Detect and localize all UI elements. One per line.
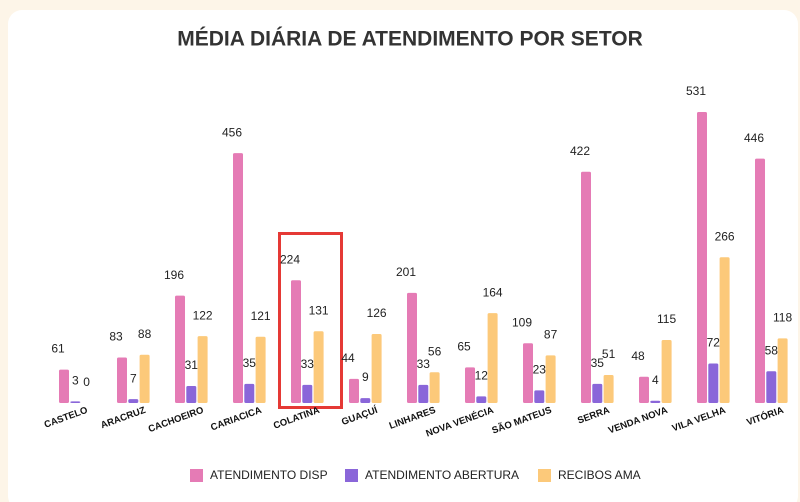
data-label: 0 [83,375,90,389]
bar [697,112,707,404]
data-label: 65 [457,340,471,354]
bar [175,295,185,403]
highlight-box [278,232,343,409]
data-label: 456 [222,125,242,139]
bar [465,367,475,403]
bar [255,336,266,403]
bar [371,333,382,403]
data-label: 31 [185,358,199,372]
data-label: 131 [309,303,329,317]
bar [139,354,150,403]
bar [777,338,788,403]
data-label: 9 [362,370,369,384]
legend-swatch [345,469,358,482]
data-label: 4 [652,373,659,387]
data-label: 7 [130,371,137,385]
bar [407,292,417,403]
bar [59,369,69,403]
bar [545,355,556,403]
bar [487,313,498,403]
bar [117,357,127,403]
data-label: 35 [243,356,257,370]
data-label: 164 [483,285,503,299]
data-label: 118 [773,311,792,325]
legend-swatch [538,469,551,482]
data-label: 3 [72,374,79,388]
data-label: 422 [570,144,590,158]
bar [523,343,533,403]
bar [476,396,487,403]
bar [429,372,440,403]
bar [302,384,313,403]
bar [534,390,545,403]
bar [291,280,301,403]
data-label: 33 [417,357,431,371]
data-label: 83 [109,330,123,344]
bar [592,383,603,403]
bar [186,386,197,403]
data-label: 35 [591,356,605,370]
data-label: 201 [396,265,416,279]
data-label: 61 [51,342,65,356]
data-label: 23 [533,363,547,377]
bar [197,336,208,403]
data-label: 12 [475,369,489,383]
bar [349,378,359,403]
bar [70,401,81,403]
bar [708,363,719,403]
data-label: 33 [301,357,315,371]
bar [244,383,255,403]
data-label: 196 [164,268,184,282]
bar [603,375,614,403]
bar [313,331,324,403]
bar [360,398,371,403]
legend-label: ATENDIMENTO DISP [210,468,328,482]
bar [766,371,777,403]
bar [233,153,243,403]
data-label: 266 [715,229,735,243]
bar [128,399,139,403]
bar [650,400,661,403]
data-label: 121 [251,309,271,323]
bar [755,158,765,403]
bar [581,171,591,403]
data-label: 122 [193,308,213,322]
bar [719,257,730,403]
data-label: 88 [138,327,152,341]
data-label: 446 [744,131,764,145]
data-label: 87 [544,327,558,341]
bar [639,376,649,403]
data-label: 109 [512,315,532,329]
legend-label: ATENDIMENTO ABERTURA [365,468,519,482]
data-label: 48 [631,349,645,363]
data-label: 224 [280,252,300,266]
bar [661,339,672,403]
data-label: 115 [657,312,676,326]
data-label: 531 [686,84,706,98]
data-label: 126 [367,306,387,320]
chart-title: MÉDIA DIÁRIA DE ATENDIMENTO POR SETOR [177,28,643,51]
data-label: 44 [341,351,355,365]
data-label: 56 [428,344,442,358]
legend-label: RECIBOS AMA [558,468,641,482]
data-label: 58 [765,343,779,357]
data-label: 72 [707,336,721,350]
bar [418,384,429,403]
data-label: 51 [602,347,616,361]
legend-swatch [190,469,203,482]
